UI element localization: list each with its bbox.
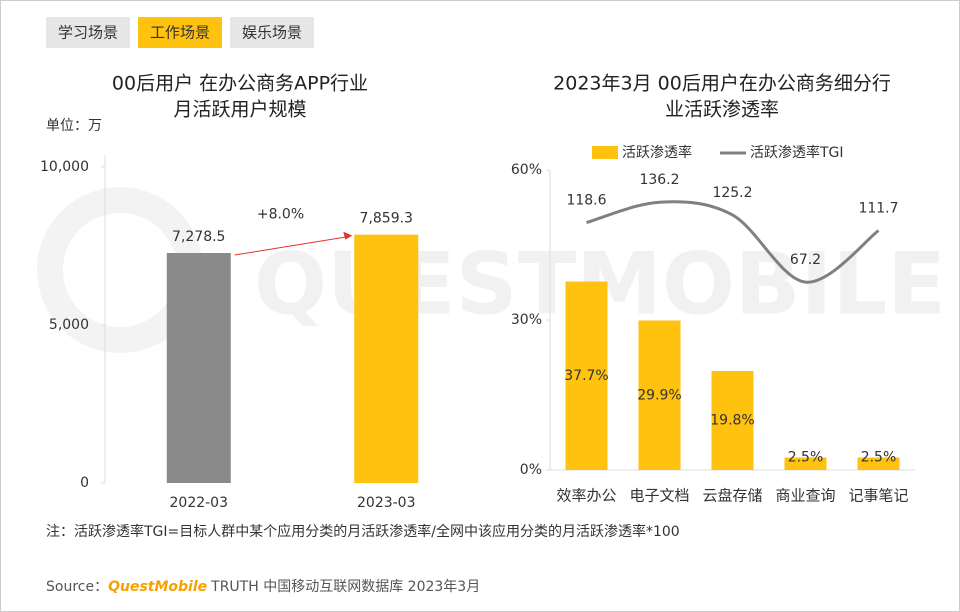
tab-label[interactable]: 学习场景 [58, 24, 118, 42]
annotation: +8.0% [257, 207, 304, 223]
tab-label[interactable]: 工作场景 [150, 24, 210, 42]
bar [638, 320, 681, 470]
x-tick-label: 2022-03 [170, 495, 229, 511]
value-label: 29.9% [637, 387, 681, 403]
y-tick-label: 10,000 [40, 159, 89, 175]
tab[interactable] [46, 17, 130, 48]
chart-title: 00后用户 在办公商务APP行业 [112, 73, 368, 95]
x-tick-label: 效率办公 [556, 487, 616, 505]
chart-title: 月活跃用户规模 [173, 99, 306, 121]
chart-title: 2023年3月 00后用户在办公商务细分行 [553, 73, 891, 95]
note: 注：活跃渗透率TGI=目标人群中某个应用分类的月活跃渗透率/全网中该应用分类的月… [46, 523, 680, 540]
x-tick-label: 2023-03 [357, 495, 416, 511]
annotation-arrow [234, 236, 349, 256]
x-tick-label: 记事笔记 [848, 487, 908, 505]
value-label: 19.8% [710, 413, 754, 429]
legend-swatch [592, 146, 618, 159]
source-brand: QuestMobile [108, 579, 207, 595]
bar [857, 457, 900, 470]
bar [166, 252, 231, 483]
value-label: 7,278.5 [172, 229, 225, 245]
source-text: TRUTH 中国移动互联网数据库 2023年3月 [210, 579, 480, 595]
y-tick-label: 0 [80, 475, 89, 491]
legend-label: 活跃渗透率 [622, 144, 692, 161]
x-tick-label: 云盘存储 [702, 487, 762, 505]
y-tick-label: 30% [511, 312, 542, 328]
y-tick-label: 0% [520, 462, 542, 478]
y-tick-label: 60% [511, 162, 542, 178]
value-label: 7,859.3 [360, 211, 413, 227]
value-label: 37.7% [564, 368, 608, 384]
tab-label[interactable]: 娱乐场景 [242, 24, 302, 42]
tab[interactable] [230, 17, 314, 48]
bar [711, 371, 754, 470]
bar [354, 234, 419, 483]
y-tick-label: 5,000 [49, 317, 89, 333]
bar [565, 281, 608, 470]
x-tick-label: 商业查询 [775, 487, 835, 505]
line [586, 200, 880, 284]
line-label: 67.2 [790, 252, 821, 268]
chart-title: 业活跃渗透率 [665, 99, 779, 121]
arrow-head [343, 231, 353, 240]
value-label: 2.5% [788, 450, 824, 466]
legend-label: 活跃渗透率TGI [750, 144, 844, 161]
line-label: 111.7 [858, 201, 898, 217]
bar [784, 457, 827, 470]
line-label: 136.2 [639, 172, 679, 188]
line-label: 125.2 [712, 185, 752, 201]
source-label: Source： [46, 579, 108, 595]
source: Source：QuestMobile TRUTH 中国移动互联网数据库 2023年… [46, 579, 480, 595]
tab[interactable] [138, 17, 222, 48]
line-label: 118.6 [566, 193, 606, 209]
x-tick-label: 电子文档 [629, 487, 689, 505]
unit-label: 单位：万 [46, 118, 102, 134]
value-label: 2.5% [861, 450, 897, 466]
